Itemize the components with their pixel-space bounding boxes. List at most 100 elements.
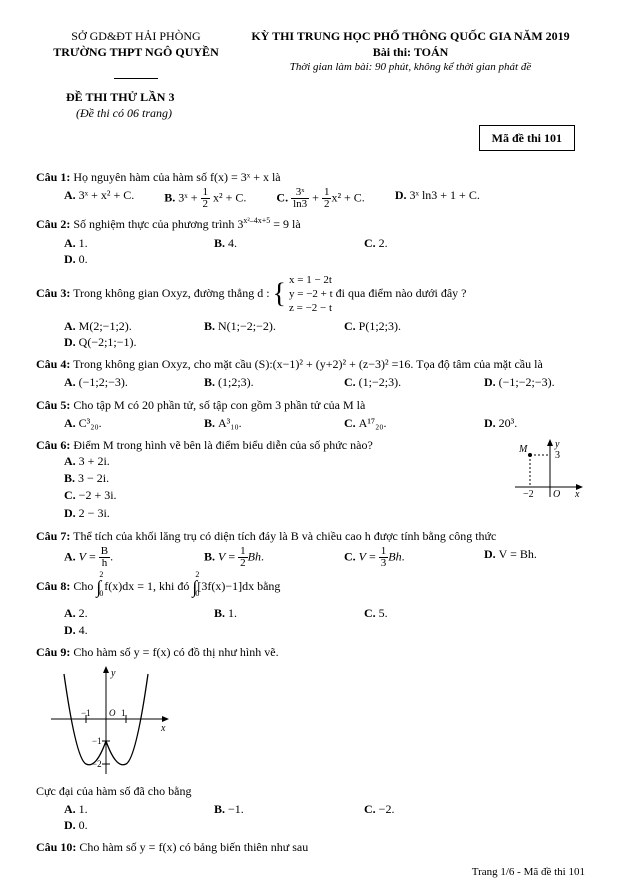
q4-label: Câu 4:	[36, 357, 70, 371]
question-7: Câu 7: Thể tích của khối lăng trụ có diệ…	[36, 528, 585, 569]
q3d: Q(−2;1;−1).	[79, 335, 137, 349]
svg-text:1: 1	[121, 708, 126, 718]
q2-options: A. 1. B. 4. C. 2. D. 0.	[64, 235, 585, 267]
q6-opt-a: A. 3 + 2i.	[64, 453, 505, 469]
brace-icon: {	[273, 278, 286, 309]
header-right: KỲ THI TRUNG HỌC PHỔ THÔNG QUỐC GIA NĂM …	[236, 28, 585, 79]
q4-options: A. (−1;2;−3). B. (1;2;3). C. (1;−2;3). D…	[64, 374, 585, 390]
q2d: 0.	[79, 252, 88, 266]
q5d: 20³.	[499, 416, 518, 430]
complex-plane-icon: M y x O −2 3	[505, 437, 585, 507]
q1-a-val: 3ˣ + x² + C.	[79, 188, 135, 202]
q3-system: x = 1 − 2t y = −2 + t z = −2 − t	[289, 273, 333, 316]
q7-opt-a: A. V = Bh.	[64, 546, 174, 569]
q5c: A¹⁷₂₀.	[359, 416, 387, 430]
q5-opt-c: C. A¹⁷₂₀.	[344, 415, 454, 431]
q2-opt-d: D. 0.	[64, 251, 184, 267]
question-10: Câu 10: Cho hàm số y = f(x) có bảng biến…	[36, 839, 585, 855]
question-9: Câu 9: Cho hàm số y = f(x) có đồ thị như…	[36, 644, 585, 834]
q9-opt-d: D. 0.	[64, 817, 184, 833]
q9c: −2.	[379, 802, 395, 816]
q3-l3: z = −2 − t	[289, 302, 332, 314]
question-8: Câu 8: Cho 2∫0 f(x)dx = 1, khi đó 2∫0[3f…	[36, 575, 585, 638]
q2-text: Số nghiệm thực của phương trình 3	[73, 217, 243, 231]
q9d: 0.	[79, 818, 88, 832]
q8-opt-b: B. 1.	[214, 605, 334, 621]
q8-opt-a: A. 2.	[64, 605, 184, 621]
q9-opt-b: B. −1.	[214, 801, 334, 817]
q8-end: [3f(x)−1]dx bằng	[197, 579, 280, 593]
header: SỞ GD&ĐT HẢI PHÒNG TRƯỜNG THPT NGÔ QUYỀN…	[36, 28, 585, 79]
q9-opt-a: A. 1.	[64, 801, 184, 817]
q6-opt-b: B. 3 − 2i.	[64, 470, 505, 486]
page-footer: Trang 1/6 - Mã đề thi 101	[472, 865, 585, 880]
q3-options: A. M(2;−1;2). B. N(1;−2;−2). C. P(1;2;3)…	[64, 318, 585, 350]
q6-opt-d: D. 2 − 3i.	[64, 505, 505, 521]
svg-text:y: y	[554, 439, 560, 450]
q3-label: Câu 3:	[36, 286, 70, 300]
dept: SỞ GD&ĐT HẢI PHÒNG	[36, 28, 236, 44]
exam-time: Thời gian làm bài: 90 phút, không kể thờ…	[236, 60, 585, 75]
header-left: SỞ GD&ĐT HẢI PHÒNG TRƯỜNG THPT NGÔ QUYỀN	[36, 28, 236, 79]
question-6: Câu 6: Điểm M trong hình vẽ bên là điểm …	[36, 437, 585, 522]
q3b: N(1;−2;−2).	[218, 319, 276, 333]
q8b: 1.	[228, 606, 237, 620]
q9-text: Cho hàm số y = f(x) có đồ thị như hình v…	[73, 645, 278, 659]
sub-header: ĐỀ THI THỬ LẦN 3 (Đề thi có 06 trang)	[66, 89, 585, 121]
q3-opt-a: A. M(2;−1;2).	[64, 318, 174, 334]
q2-opt-b: B. 4.	[214, 235, 334, 251]
q2-opt-a: A. 1.	[64, 235, 184, 251]
q7-opt-c: C. V = 13Bh.	[344, 546, 454, 569]
school: TRƯỜNG THPT NGÔ QUYỀN	[36, 44, 236, 60]
svg-text:O: O	[553, 489, 560, 500]
q1-opt-d: D. 3ˣ ln3 + 1 + C.	[395, 187, 480, 210]
q4b: (1;2;3).	[218, 375, 254, 389]
q5b: A³₁₀.	[218, 416, 242, 430]
q8-body: Cho 2∫0 f(x)dx = 1, khi đó 2∫0[3f(x)−1]d…	[73, 579, 280, 593]
q7-label: Câu 7:	[36, 529, 70, 543]
q1-label: Câu 1:	[36, 170, 70, 184]
q8-label: Câu 8:	[36, 579, 70, 593]
q3-opt-c: C. P(1;2;3).	[344, 318, 454, 334]
q3c: P(1;2;3).	[359, 319, 401, 333]
q5-opt-b: B. A³₁₀.	[204, 415, 314, 431]
q6b: 3 − 2i.	[78, 471, 109, 485]
q3-l2: y = −2 + t	[289, 288, 333, 300]
q2c: 2.	[379, 236, 388, 250]
question-4: Câu 4: Trong không gian Oxyz, cho mặt cầ…	[36, 356, 585, 390]
q2-opt-c: C. 2.	[364, 235, 484, 251]
q6-options: A. 3 + 2i. B. 3 − 2i. C. −2 + 3i. D. 2 −…	[64, 453, 505, 521]
exam-code-box: Mã đề thi 101	[479, 125, 575, 151]
q5-label: Câu 5:	[36, 398, 70, 412]
q8-mid: f(x)dx = 1, khi đó	[101, 579, 192, 593]
q3-text: Trong không gian Oxyz, đường thẳng d :	[73, 286, 272, 300]
q7-opt-d: D. V = Bh.	[484, 546, 537, 569]
q2b: 4.	[228, 236, 237, 250]
q9-graph: y x O −1 1 −1 −2	[36, 664, 585, 779]
question-2: Câu 2: Số nghiệm thực của phương trình 3…	[36, 216, 585, 267]
svg-text:−2: −2	[523, 489, 534, 500]
q3-opt-b: B. N(1;−2;−2).	[204, 318, 314, 334]
q7-text: Thể tích của khối lăng trụ có diện tích …	[73, 529, 496, 543]
q3-after: đi qua điểm nào dưới đây ?	[336, 286, 467, 300]
q1c-post: x² + C.	[331, 191, 364, 205]
q8c: 5.	[379, 606, 388, 620]
q1-opt-c: C. 3ˣln3 + 12x² + C.	[276, 187, 364, 210]
function-graph-icon: y x O −1 1 −1 −2	[36, 664, 176, 779]
q4-opt-b: B. (1;2;3).	[204, 374, 314, 390]
q2-label: Câu 2:	[36, 217, 70, 231]
q1-d-val: 3ˣ ln3 + 1 + C.	[409, 188, 479, 202]
q6a: 3 + 2i.	[79, 454, 110, 468]
q9-options: A. 1. B. −1. C. −2. D. 0.	[64, 801, 585, 833]
q4-opt-d: D. (−1;−2;−3).	[484, 374, 555, 390]
q4-opt-c: C. (1;−2;3).	[344, 374, 454, 390]
q6-opt-c: C. −2 + 3i.	[64, 487, 505, 503]
q10-label: Câu 10:	[36, 840, 76, 854]
q8-options: A. 2. B. 1. C. 5. D. 4.	[64, 605, 585, 637]
q3a: M(2;−1;2).	[79, 319, 132, 333]
school-underline	[114, 60, 158, 78]
svg-text:y: y	[110, 668, 116, 679]
q2a: 1.	[79, 236, 88, 250]
q8-opt-d: D. 4.	[64, 622, 184, 638]
q1-text: Họ nguyên hàm của hàm số f(x) = 3ˣ + x l…	[73, 170, 280, 184]
